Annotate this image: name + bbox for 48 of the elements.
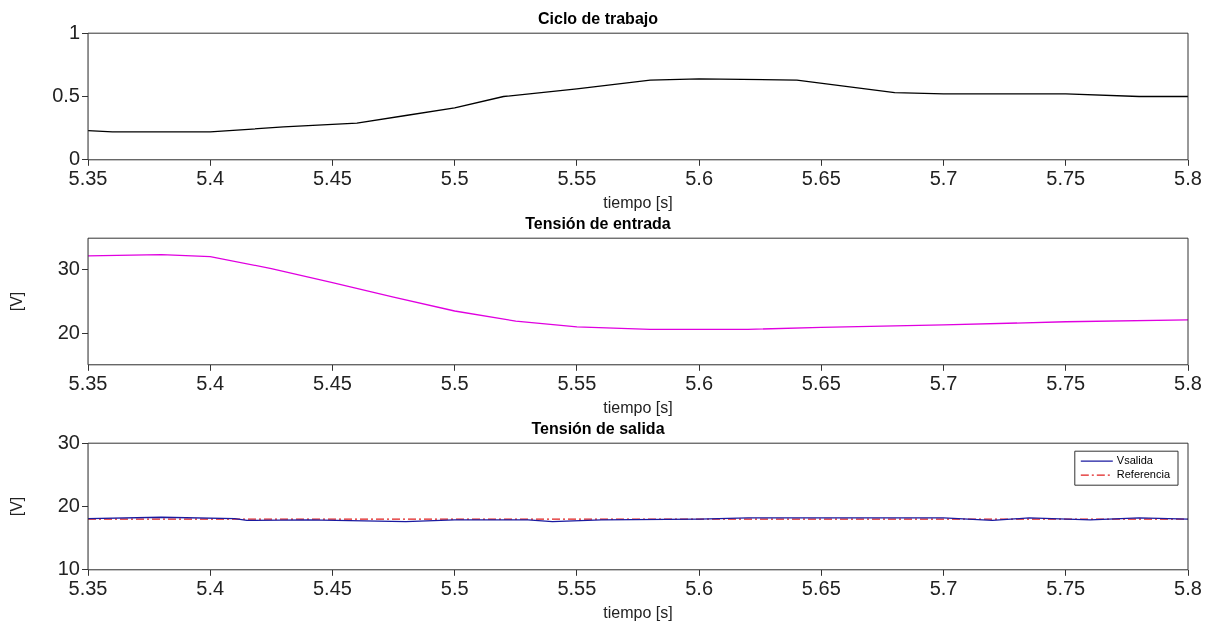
x-tick-label: 5.75 xyxy=(1046,577,1086,600)
x-tick-label: 5.75 xyxy=(1046,372,1086,395)
x-tick-label: 5.7 xyxy=(929,577,958,600)
x-tick-label: 5.65 xyxy=(801,167,841,190)
x-tick-label: 5.45 xyxy=(312,372,352,395)
x-axis-title: tiempo [s] xyxy=(603,398,673,416)
x-tick-label: 5.6 xyxy=(685,167,714,190)
legend-label: Referencia xyxy=(1116,468,1171,481)
x-tick-label: 5.6 xyxy=(685,577,714,600)
x-tick-label: 5.4 xyxy=(196,167,225,190)
y-tick-label: 20 xyxy=(57,494,80,517)
y-tick-label: 30 xyxy=(57,430,80,453)
x-tick-label: 5.4 xyxy=(196,372,225,395)
x-tick-label: 5.55 xyxy=(557,167,597,190)
y-tick-label: 1 xyxy=(68,20,80,43)
x-tick-label: 5.35 xyxy=(68,577,108,600)
x-tick-label: 5.35 xyxy=(68,167,108,190)
x-tick-label: 5.45 xyxy=(312,167,352,190)
x-tick-label: 5.6 xyxy=(685,372,714,395)
x-tick-label: 5.8 xyxy=(1174,577,1202,600)
y-tick-label: 0 xyxy=(68,147,80,170)
y-tick-label: 20 xyxy=(57,320,80,343)
x-tick-label: 5.35 xyxy=(68,372,108,395)
chart-title: Tensión de entrada xyxy=(525,215,671,233)
y-axis-title: [V] xyxy=(8,496,26,517)
x-tick-label: 5.5 xyxy=(440,167,469,190)
x-tick-label: 5.75 xyxy=(1046,167,1086,190)
x-tick-label: 5.7 xyxy=(929,167,958,190)
x-tick-label: 5.65 xyxy=(801,577,841,600)
x-tick-label: 5.65 xyxy=(801,372,841,395)
x-tick-label: 5.5 xyxy=(440,577,469,600)
legend-label: Vsalida xyxy=(1116,454,1154,467)
x-tick-label: 5.5 xyxy=(440,372,469,395)
x-tick-label: 5.8 xyxy=(1174,372,1202,395)
y-axis-title: [V] xyxy=(8,291,26,312)
chart-title: Ciclo de trabajo xyxy=(537,10,659,28)
x-tick-label: 5.7 xyxy=(929,372,958,395)
x-tick-label: 5.8 xyxy=(1174,167,1202,190)
x-tick-label: 5.55 xyxy=(557,577,597,600)
y-tick-label: 10 xyxy=(57,557,80,580)
x-tick-label: 5.4 xyxy=(196,577,225,600)
x-axis-title: tiempo [s] xyxy=(603,603,673,621)
chart-title: Tensión de salida xyxy=(531,420,665,438)
x-axis-title: tiempo [s] xyxy=(603,193,673,211)
y-tick-label: 30 xyxy=(57,257,80,280)
y-tick-label: 0.5 xyxy=(52,84,80,107)
x-tick-label: 5.45 xyxy=(312,577,352,600)
x-tick-label: 5.55 xyxy=(557,372,597,395)
